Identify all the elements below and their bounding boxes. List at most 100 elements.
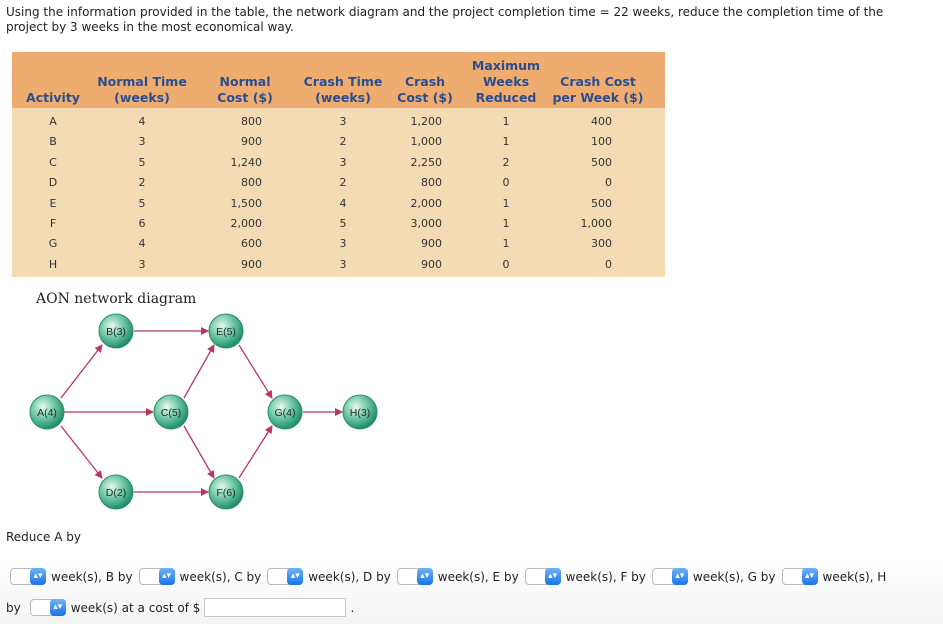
table-cell: 3 [339,115,347,128]
reduce-intro: Reduce A by [6,530,81,544]
aon-network-diagram: A(4) B(3) C(5) D(2) E(5) F(6) G(4) H(3) [29,313,378,510]
label-e-by: week(s), E by [437,569,519,584]
table-cell: 4 [339,196,347,210]
table-cell: 1,200 [410,115,443,128]
table-cell: 600 [241,237,262,251]
header-line: Weeks [482,74,530,89]
header-activity: Activity [22,90,84,106]
up-down-chevron-icon: ▴▾ [416,568,433,585]
period: . [350,600,355,615]
table-cell: 2 [502,155,510,169]
table-cell: C [49,155,57,169]
answer-line-2: by ▴▾ week(s) at a cost of $ . [6,598,354,617]
table-cell: 1,000 [580,217,613,230]
select-c-weeks[interactable]: ▴▾ [267,568,304,585]
select-d-weeks[interactable]: ▴▾ [396,568,433,585]
header-line: Normal [219,74,271,89]
edge-c-f [183,425,215,479]
node-b: B(3) [98,313,134,349]
select-e-weeks[interactable]: ▴▾ [524,568,561,585]
table-cell: 500 [591,196,612,210]
table-cell: 5 [138,155,146,169]
header-line: Crash [404,74,446,89]
table-cell: 900 [421,237,442,251]
header-normal-time: Normal Time (weeks) [94,74,190,106]
table-cell: 6 [138,217,146,230]
table-body-bg [12,108,665,277]
table-cell: 2,000 [410,196,443,210]
label-d-by: week(s), D by [308,569,391,584]
table-cell: 1 [502,196,510,210]
label-b-by: week(s), B by [51,569,133,584]
svg-text:F(6): F(6) [216,487,235,499]
edge-a-d [60,425,103,479]
header-line: Crash Time [303,74,383,89]
table-cell: 1 [502,115,510,128]
table-cell: 3 [339,257,347,271]
table-cell: 2 [339,176,347,190]
table-cell: 2,000 [230,217,263,230]
node-f: F(6) [208,474,244,510]
table-cell: 900 [421,257,442,271]
diagram-edges [60,327,343,496]
select-a-weeks[interactable]: ▴▾ [10,568,46,585]
select-b-weeks[interactable]: ▴▾ [138,568,175,585]
table-cell: 400 [591,115,612,128]
table-cell: A [49,115,57,128]
header-crash-cost: Crash Cost ($) [392,74,458,106]
header-normal-cost: Normal Cost ($) [208,74,282,106]
header-line: Activity [26,90,80,105]
select-f-weeks[interactable]: ▴▾ [651,568,688,585]
table-cell: 3 [339,155,347,169]
table-cell: 800 [241,115,262,128]
node-a: A(4) [29,394,65,430]
up-down-chevron-icon: ▴▾ [544,568,561,585]
up-down-chevron-icon: ▴▾ [671,568,688,585]
up-down-chevron-icon: ▴▾ [287,568,304,585]
header-line: (weeks) [114,90,170,105]
svg-text:B(3): B(3) [106,326,126,338]
diagram-nodes: A(4) B(3) C(5) D(2) E(5) F(6) G(4) H(3) [29,313,378,510]
table-cell: 4 [138,237,146,251]
header-crash-cost-per-week: Crash Cost per Week ($) [552,74,644,106]
header-line: (weeks) [315,90,371,105]
svg-text:E(5): E(5) [216,326,236,338]
edge-f-g [238,425,273,479]
table-cell: H [48,257,58,271]
table-cell: 800 [421,176,442,190]
diagram-title: AON network diagram [36,291,197,307]
header-line: Reduced [475,90,537,105]
table-cell: 3 [339,237,347,251]
label-by: by [6,600,21,615]
answer-line-1: ▴▾ week(s), B by ▴▾ week(s), C by ▴▾ wee… [10,568,892,585]
header-max-weeks-reduced: Maximum Weeks Reduced [470,58,542,106]
question-prompt: Using the information provided in the ta… [6,5,884,34]
label-c-by: week(s), C by [179,569,262,584]
up-down-chevron-icon: ▴▾ [158,568,175,585]
up-down-chevron-icon: ▴▾ [49,599,66,616]
table-cell: B [49,135,57,149]
svg-text:A(4): A(4) [37,407,57,419]
table-cell: 0 [502,176,510,190]
table-cell: 1 [502,237,510,251]
table-cell: D [48,176,58,190]
select-h-weeks[interactable]: ▴▾ [29,599,66,616]
table-cell: 1,000 [410,135,443,149]
table-cell: 1 [502,217,510,230]
node-d: D(2) [98,474,134,510]
table-cell: E [49,196,57,210]
label-h: week(s), H [822,569,887,584]
table-cell: G [48,237,58,251]
label-cost-of: week(s) at a cost of $ [70,600,201,615]
total-cost-input[interactable] [204,598,347,617]
header-line: Maximum [471,58,541,73]
table-cell: 500 [591,155,612,169]
table-cell: 800 [241,176,262,190]
table-cell: 1 [502,135,510,149]
table-cell: 0 [605,257,612,271]
table-cell: 2,250 [410,155,443,169]
table-cell: 0 [502,257,510,271]
header-line: Cost ($) [397,90,453,105]
table-cell: F [49,217,57,230]
select-g-weeks[interactable]: ▴▾ [781,568,818,585]
